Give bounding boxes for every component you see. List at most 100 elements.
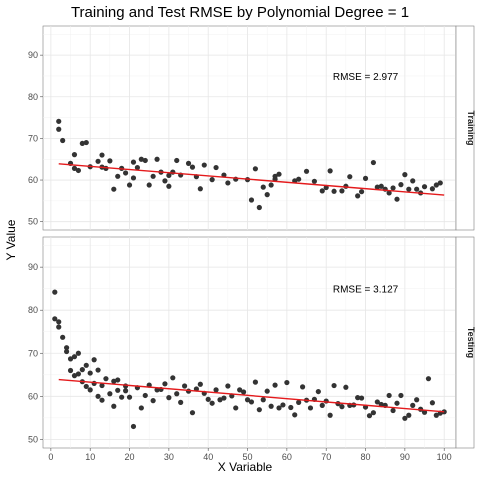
data-point bbox=[272, 382, 278, 388]
data-point bbox=[130, 423, 137, 430]
data-point bbox=[91, 357, 97, 363]
data-point bbox=[174, 391, 180, 397]
data-point bbox=[323, 398, 329, 404]
data-point bbox=[225, 180, 231, 186]
rmse-annotation: RMSE = 2.977 bbox=[333, 72, 399, 83]
data-point bbox=[52, 289, 58, 295]
data-point bbox=[268, 182, 274, 188]
data-point bbox=[398, 182, 404, 188]
y-tick-label: 60 bbox=[28, 175, 38, 185]
data-point bbox=[414, 397, 420, 403]
data-point bbox=[252, 379, 258, 385]
data-point bbox=[347, 174, 353, 180]
data-point bbox=[248, 197, 255, 203]
fit-line bbox=[58, 378, 445, 413]
data-point bbox=[75, 371, 81, 377]
data-point bbox=[170, 169, 176, 175]
facet-strip-label: Testing bbox=[466, 327, 476, 358]
data-point bbox=[56, 324, 62, 330]
chart-title: Training and Test RMSE by Polynomial Deg… bbox=[71, 4, 409, 21]
data-point bbox=[197, 381, 203, 387]
data-point bbox=[402, 415, 408, 421]
data-point bbox=[197, 186, 203, 192]
data-point bbox=[225, 383, 231, 389]
data-point bbox=[71, 354, 78, 360]
data-point bbox=[370, 410, 376, 416]
data-point bbox=[182, 383, 188, 389]
data-point bbox=[264, 192, 270, 198]
y-tick-label: 60 bbox=[28, 391, 38, 401]
y-axis-title: Y Value bbox=[4, 219, 18, 260]
data-point bbox=[150, 398, 156, 404]
facet-strip-label: Training bbox=[466, 110, 476, 145]
data-point bbox=[115, 377, 121, 383]
data-point bbox=[374, 399, 380, 405]
data-point bbox=[162, 178, 168, 184]
data-point bbox=[241, 389, 247, 395]
data-point bbox=[307, 405, 314, 411]
data-point bbox=[394, 400, 400, 406]
data-point bbox=[71, 165, 78, 171]
data-point bbox=[146, 182, 152, 188]
data-point bbox=[366, 413, 373, 419]
panel-training: 50 60 70 80 90 RMSE = 2.977 Training bbox=[28, 25, 476, 231]
data-point bbox=[64, 345, 70, 351]
facet-strip bbox=[455, 25, 475, 231]
data-point bbox=[272, 173, 278, 179]
data-point bbox=[402, 172, 408, 178]
data-point bbox=[327, 412, 333, 418]
data-point bbox=[217, 397, 223, 403]
data-point bbox=[343, 384, 349, 390]
data-point bbox=[107, 158, 113, 164]
data-point bbox=[174, 157, 180, 164]
data-point bbox=[56, 126, 62, 132]
data-point bbox=[331, 382, 337, 389]
data-point bbox=[410, 402, 416, 408]
data-point bbox=[95, 158, 101, 164]
data-point bbox=[189, 164, 196, 170]
data-point bbox=[437, 180, 443, 186]
data-point bbox=[311, 178, 317, 184]
data-point bbox=[115, 173, 121, 179]
y-tick-label: 80 bbox=[28, 92, 38, 102]
data-point bbox=[406, 186, 412, 192]
data-point bbox=[99, 382, 105, 389]
data-point bbox=[87, 387, 93, 393]
x-axis-title: X Variable bbox=[218, 460, 273, 474]
data-point bbox=[319, 402, 325, 408]
data-point bbox=[433, 182, 439, 188]
data-point bbox=[126, 394, 133, 400]
data-point bbox=[292, 412, 298, 418]
data-point bbox=[130, 159, 137, 165]
y-tick-label: 70 bbox=[28, 133, 38, 143]
data-point bbox=[99, 397, 105, 403]
data-point bbox=[362, 175, 369, 181]
data-point bbox=[67, 367, 74, 374]
data-point bbox=[87, 370, 93, 376]
data-point bbox=[386, 190, 392, 196]
data-point bbox=[256, 407, 262, 413]
data-point bbox=[142, 392, 148, 399]
data-point bbox=[264, 388, 270, 394]
data-point bbox=[359, 395, 365, 401]
data-point bbox=[123, 388, 129, 394]
y-tick-label: 70 bbox=[28, 348, 38, 358]
data-point bbox=[52, 316, 58, 322]
panel-background bbox=[42, 25, 457, 231]
data-point bbox=[138, 405, 144, 411]
data-point bbox=[111, 186, 117, 192]
data-point bbox=[79, 140, 85, 147]
data-point bbox=[331, 188, 337, 194]
data-point bbox=[178, 399, 184, 405]
data-point bbox=[64, 348, 70, 355]
data-point bbox=[394, 196, 400, 202]
data-point bbox=[209, 177, 215, 183]
data-point bbox=[205, 396, 211, 402]
x-tick-label: 20 bbox=[125, 452, 135, 462]
data-point bbox=[303, 168, 310, 174]
data-point bbox=[327, 168, 333, 174]
data-point bbox=[95, 393, 101, 399]
data-point bbox=[119, 394, 125, 400]
data-point bbox=[60, 137, 66, 144]
y-tick-label: 80 bbox=[28, 305, 38, 315]
